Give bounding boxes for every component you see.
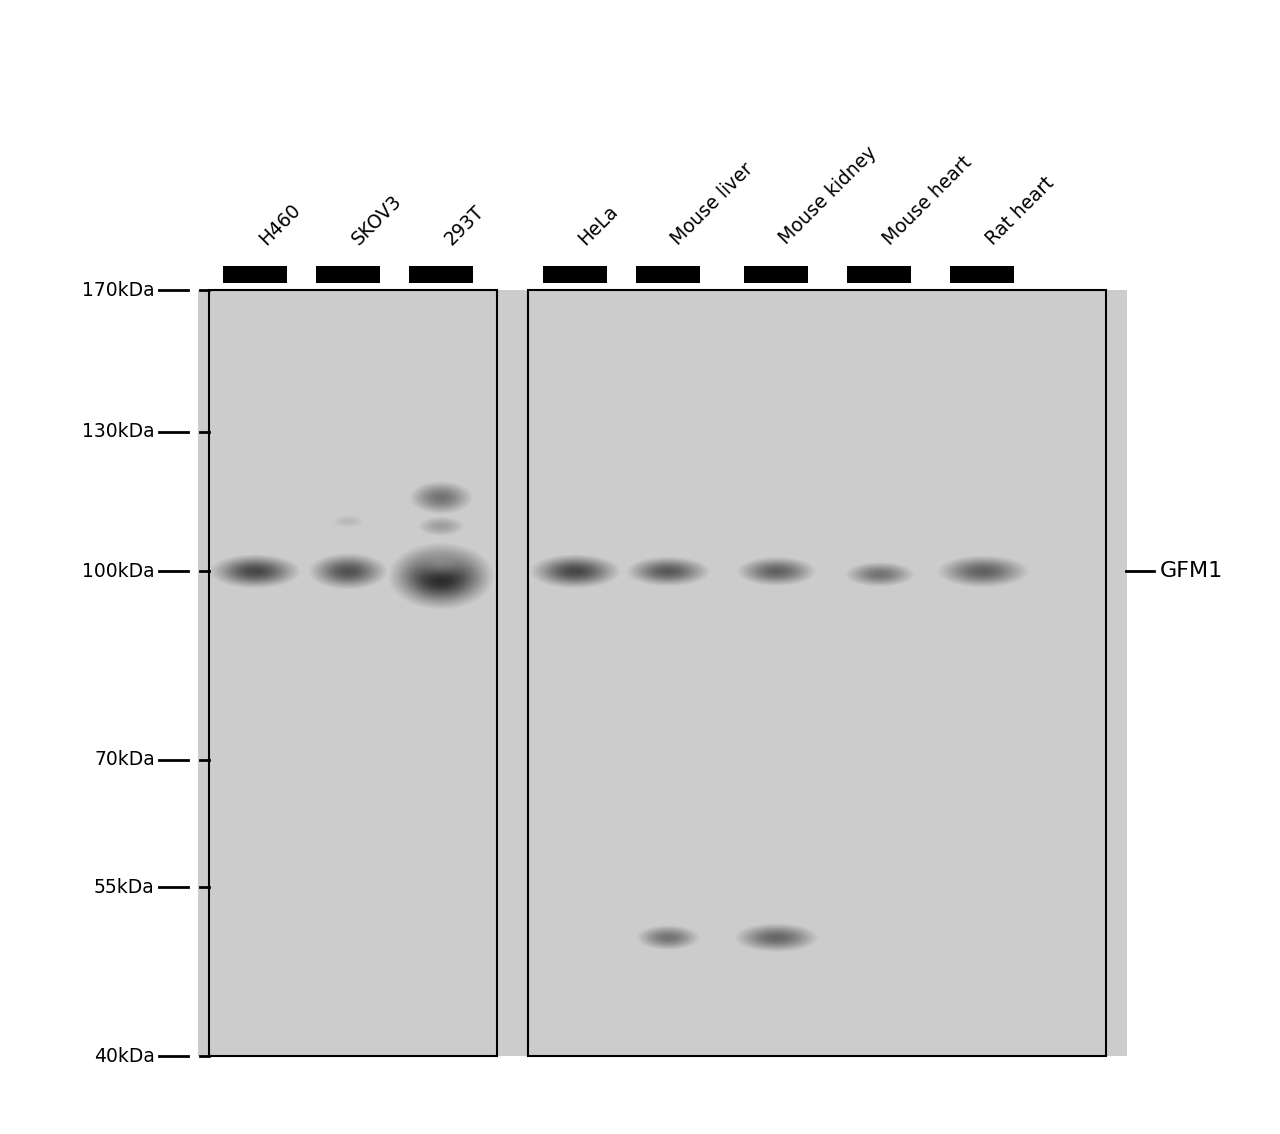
Text: 100kDa: 100kDa bbox=[82, 561, 155, 581]
Bar bbox=[529, 290, 1106, 1056]
Text: HeLa: HeLa bbox=[575, 201, 622, 248]
Bar bbox=[744, 265, 808, 284]
Bar bbox=[950, 265, 1014, 284]
Text: Mouse heart: Mouse heart bbox=[879, 152, 975, 248]
Bar bbox=[543, 265, 607, 284]
Text: 70kDa: 70kDa bbox=[93, 750, 155, 769]
Text: H460: H460 bbox=[255, 200, 303, 248]
Text: 130kDa: 130kDa bbox=[82, 422, 155, 441]
Text: SKOV3: SKOV3 bbox=[348, 191, 406, 248]
Text: GFM1: GFM1 bbox=[1160, 561, 1224, 581]
Bar bbox=[209, 290, 498, 1056]
Bar bbox=[408, 265, 472, 284]
Text: 40kDa: 40kDa bbox=[93, 1047, 155, 1066]
Bar bbox=[636, 265, 700, 284]
Text: Mouse liver: Mouse liver bbox=[668, 159, 756, 248]
Bar bbox=[847, 265, 911, 284]
Bar bbox=[316, 265, 380, 284]
Text: 170kDa: 170kDa bbox=[82, 281, 155, 299]
Text: Mouse kidney: Mouse kidney bbox=[776, 143, 881, 248]
Bar bbox=[223, 265, 287, 284]
Text: 293T: 293T bbox=[440, 202, 488, 248]
Text: 55kDa: 55kDa bbox=[93, 878, 155, 897]
Text: Rat heart: Rat heart bbox=[982, 172, 1057, 248]
